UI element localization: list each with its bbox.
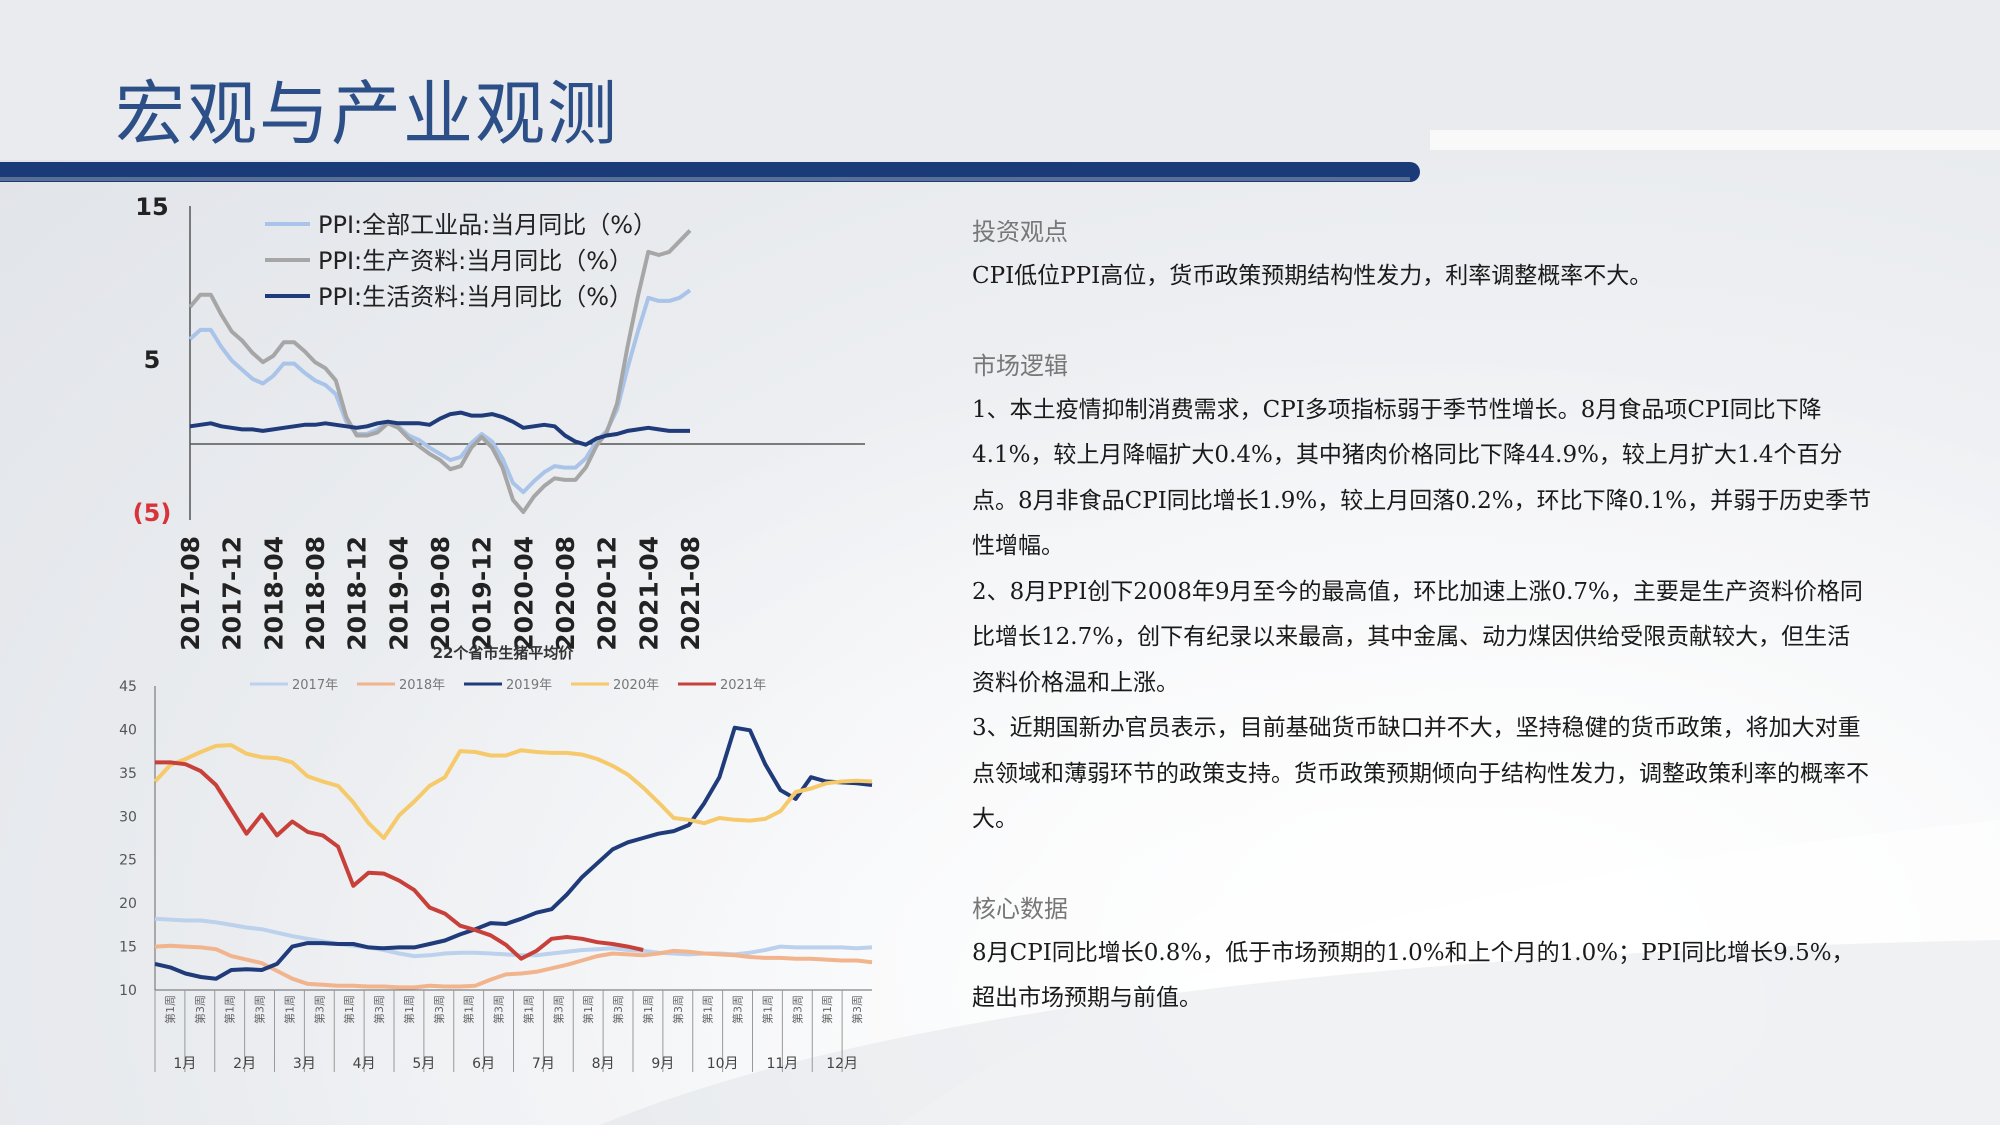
core-data-paragraph: 8月CPI同比增长0.8%，低于市场预期的1.0%和上个月的1.0%；PPI同比… [972,939,1855,1012]
y-tick-label: 35 [119,766,137,782]
x-month-label: 5月 [412,1056,435,1072]
x-week-label: 第3周 [551,995,565,1024]
legend-label: 2019年 [506,678,552,693]
x-tick-label: 2018-04 [259,536,288,650]
x-month-label: 1月 [173,1056,196,1072]
legend-label: PPI:生产资料:当月同比（%） [318,247,633,275]
x-month-label: 12月 [826,1056,858,1072]
y-tick-label: 5 [144,346,161,374]
x-week-label: 第3周 [611,995,625,1024]
y-tick-label: 10 [119,983,137,999]
text-panel: 投资观点 CPI低位PPI高位，货币政策预期结构性发力，利率调整概率不大。 市场… [972,210,1872,1022]
x-tick-label: 2018-08 [301,536,330,650]
x-tick-label: 2017-08 [176,536,205,650]
x-week-label: 第3周 [492,995,506,1024]
header-underline [0,177,1410,181]
y-tick-label: 15 [135,193,168,221]
x-week-label: 第3周 [731,995,745,1024]
section-heading-core-data: 核心数据 [972,894,1068,923]
logic-paragraph-3: 3、近期国新办官员表示，目前基础货币缺口并不大，坚持稳健的货币政策，将加大对重点… [972,715,1869,832]
x-week-label: 第1周 [641,995,655,1024]
x-week-label: 第1周 [581,995,595,1024]
x-month-label: 8月 [592,1056,615,1072]
legend-label: 2017年 [292,678,338,693]
x-tick-label: 2021-08 [676,536,705,650]
x-tick-label: 2021-04 [634,536,663,650]
chart-title: 22个省市生猪平均价 [433,644,575,662]
legend-label: 2018年 [399,678,445,693]
x-week-label: 第1周 [760,995,774,1024]
pork-series-line [153,743,873,840]
section-heading-view: 投资观点 [972,218,1068,246]
legend-label: 2021年 [720,678,766,693]
x-month-label: 7月 [532,1056,555,1072]
ppi-chart: 15 5 (5) PPI:全部工业品:当月同比（%） PPI:生产资料:当月同比（%）… [133,193,865,650]
y-tick-label: 15 [119,940,137,956]
x-week-label: 第1周 [282,995,296,1024]
x-tick-label: 2020-04 [509,536,538,650]
legend-label: PPI:全部工业品:当月同比（%） [318,211,657,239]
y-tick-label: 25 [119,853,137,869]
x-week-label: 第1周 [342,995,356,1024]
x-week-label: 第3周 [253,995,267,1024]
x-month-label: 10月 [707,1056,739,1072]
x-week-label: 第1周 [701,995,715,1024]
x-tick-label: 2019-08 [426,536,455,650]
x-month-label: 3月 [293,1056,316,1072]
y-tick-label: 20 [119,896,137,912]
x-month-label: 9月 [651,1056,674,1072]
x-tick-label: 2019-04 [384,536,413,650]
view-paragraph: CPI低位PPI高位，货币政策预期结构性发力，利率调整概率不大。 [972,263,1653,289]
x-month-label: 2月 [233,1056,256,1072]
pork-series-line [155,760,644,961]
x-tick-label: 2017-12 [218,536,247,650]
x-week-label: 第3周 [671,995,685,1024]
x-month-label: 4月 [353,1056,376,1072]
pork-price-chart: 22个省市生猪平均价 2017年 2018年 2019年 2020年 2021年 45 4… [119,644,873,1072]
legend-label: 2020年 [613,678,659,693]
x-tick-label: 2019-12 [468,536,497,650]
x-month-label: 6月 [472,1056,495,1072]
logic-paragraph-1: 1、本土疫情抑制消费需求，CPI多项指标弱于季节性增长。8月食品项CPI同比下降… [972,396,1872,560]
x-week-label: 第1周 [402,995,416,1024]
ppi-series-line [188,229,692,514]
x-tick-label: 2020-12 [593,536,622,650]
logic-paragraph-2: 2、8月PPI创下2008年9月至今的最高值，环比加速上涨0.7%，主要是生产资… [972,578,1863,696]
section-heading-logic: 市场逻辑 [972,351,1068,380]
pork-series-line [154,943,873,990]
x-week-label: 第3周 [312,995,326,1024]
x-week-label: 第3周 [372,995,386,1024]
x-week-label: 第3周 [850,995,864,1024]
ppi-series-line [189,410,690,447]
legend-label: PPI:生活资料:当月同比（%） [318,283,633,311]
x-week-label: 第1周 [163,995,177,1024]
x-month-label: 11月 [766,1056,798,1072]
x-week-label: 第1周 [521,995,535,1024]
pork-series-line [154,725,873,981]
x-week-label: 第3周 [193,995,207,1024]
x-week-label: 第3周 [790,995,804,1024]
x-week-label: 第1周 [462,995,476,1024]
y-tick-label: 45 [119,679,137,695]
pork-series-line [154,916,873,959]
x-week-label: 第3周 [432,995,446,1024]
x-tick-label: 2020-08 [551,536,580,650]
x-week-label: 第1周 [820,995,834,1024]
y-tick-label: (5) [133,499,172,527]
x-week-label: 第1周 [223,995,237,1024]
y-tick-label: 40 [119,722,137,738]
x-tick-label: 2018-12 [343,536,372,650]
y-tick-label: 30 [119,809,137,825]
page-title: 宏观与产业观测 [115,73,619,155]
